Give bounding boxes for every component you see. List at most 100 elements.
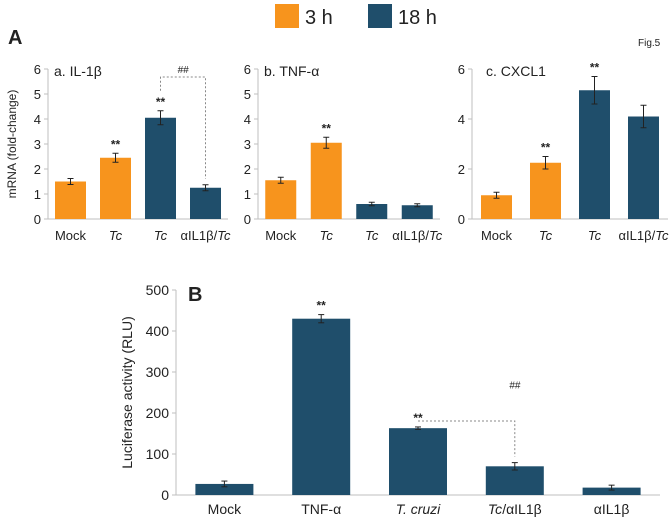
category-label: Tc — [588, 228, 602, 243]
bar — [582, 487, 641, 495]
legend-swatch-3h — [275, 4, 299, 28]
chart-3: 0 100 200 300 400 500 Luciferase activity (RLU… — [119, 282, 660, 517]
bar — [628, 116, 659, 219]
category-label: Tc — [109, 228, 123, 243]
y-tick-label: 400 — [146, 323, 170, 339]
bar — [481, 195, 512, 219]
y-tick-label: 4 — [244, 112, 251, 127]
category-label: Mock — [481, 228, 513, 243]
category-label-part: αIL1β/ — [619, 228, 656, 243]
category-label: TNF-α — [301, 501, 341, 517]
y-tick-label: 2 — [244, 162, 251, 177]
charts-layer: 0 1 2 3 4 5 6 a. IL-1β mRNA (fold-change) Mock ** T… — [5, 61, 669, 518]
y-tick-label: 200 — [146, 405, 170, 421]
category-label-part: Mock — [265, 228, 297, 243]
bar — [579, 90, 610, 219]
category-label: Tc/αIL1β — [488, 501, 542, 517]
category-label-part: Tc — [320, 228, 334, 243]
y-tick-label: 0 — [458, 212, 465, 227]
comparison-label: ## — [177, 65, 189, 76]
significance-label: ** — [541, 141, 551, 155]
comparison-label: ## — [509, 381, 521, 392]
bar — [530, 162, 561, 219]
figure-label: Fig.5 — [638, 38, 661, 49]
comparison-bracket — [160, 76, 206, 179]
significance-label: ** — [111, 137, 121, 151]
category-label-part: Tc — [429, 228, 443, 243]
category-label-part: TNF-α — [301, 501, 341, 517]
panel-a-label: A — [8, 27, 22, 49]
bar — [55, 181, 86, 219]
bar — [190, 187, 221, 219]
category-label: T. cruzi — [396, 501, 441, 517]
y-tick-label: 1 — [244, 187, 251, 202]
bar — [145, 117, 176, 219]
y-tick-label: 3 — [244, 137, 251, 152]
y-tick-label: 0 — [34, 212, 41, 227]
y-tick-label: 3 — [34, 137, 41, 152]
y-tick-label: 2 — [458, 162, 465, 177]
panel-title: c. CXCL1 — [486, 63, 546, 79]
y-axis-title: Luciferase activity (RLU) — [119, 316, 135, 469]
legend-label-3h: 3 h — [305, 7, 333, 29]
significance-label: ** — [156, 95, 166, 109]
category-label-part: Tc — [655, 228, 669, 243]
significance-label: ** — [590, 61, 600, 75]
category-label: Tc — [539, 228, 553, 243]
bar — [389, 428, 447, 495]
category-label-part: αIL1β — [594, 501, 630, 517]
significance-label: ** — [322, 121, 332, 135]
category-label: Tc — [320, 228, 334, 243]
y-tick-label: 4 — [458, 112, 465, 127]
category-label-part: Mock — [481, 228, 513, 243]
y-tick-label: 1 — [34, 187, 41, 202]
category-label: αIL1β/Tc — [619, 228, 669, 243]
category-label-part: Tc — [588, 228, 602, 243]
category-label: Tc — [154, 228, 168, 243]
bar — [195, 483, 254, 495]
y-tick-label: 500 — [146, 282, 170, 298]
category-label: αIL1β — [594, 501, 630, 517]
y-tick-label: 4 — [34, 112, 41, 127]
category-label: αIL1β/Tc — [392, 228, 442, 243]
significance-label: ** — [317, 299, 327, 313]
legend-label-18h: 18 h — [398, 7, 437, 29]
category-label-part: αIL1β/ — [181, 228, 218, 243]
category-label: Tc — [365, 228, 379, 243]
panel-title: a. IL-1β — [54, 63, 102, 79]
category-label: Mock — [265, 228, 297, 243]
y-tick-label: 5 — [244, 87, 251, 102]
category-label-part: Tc — [365, 228, 379, 243]
panel-b-label: B — [188, 284, 202, 306]
bar — [265, 180, 297, 219]
panel-title: b. TNF-α — [264, 63, 319, 79]
category-label: αIL1β/Tc — [181, 228, 231, 243]
bar — [401, 205, 433, 219]
category-label-part: Tc — [154, 228, 168, 243]
chart-0: 0 1 2 3 4 5 6 a. IL-1β mRNA (fold-change) Mock ** T… — [5, 62, 231, 243]
comparison-bracket — [418, 420, 516, 457]
category-label-part: Tc — [539, 228, 553, 243]
y-tick-label: 2 — [34, 162, 41, 177]
category-label: Mock — [55, 228, 87, 243]
category-label-part: Tc — [109, 228, 123, 243]
bar — [356, 204, 388, 219]
y-tick-label: 6 — [458, 62, 465, 77]
category-label-part: Tc — [217, 228, 231, 243]
category-label-part: Mock — [208, 501, 242, 517]
category-label: Mock — [208, 501, 242, 517]
y-tick-label: 100 — [146, 446, 170, 462]
y-tick-label: 0 — [161, 487, 169, 503]
bar — [310, 142, 342, 219]
legend-swatch-18h — [368, 4, 392, 28]
y-tick-label: 6 — [244, 62, 251, 77]
y-tick-label: 5 — [34, 87, 41, 102]
bar — [100, 157, 131, 219]
y-tick-label: 300 — [146, 364, 170, 380]
category-label-part: Tc — [488, 501, 502, 517]
category-label-part: Mock — [55, 228, 87, 243]
category-label-part: αIL1β/ — [392, 228, 429, 243]
